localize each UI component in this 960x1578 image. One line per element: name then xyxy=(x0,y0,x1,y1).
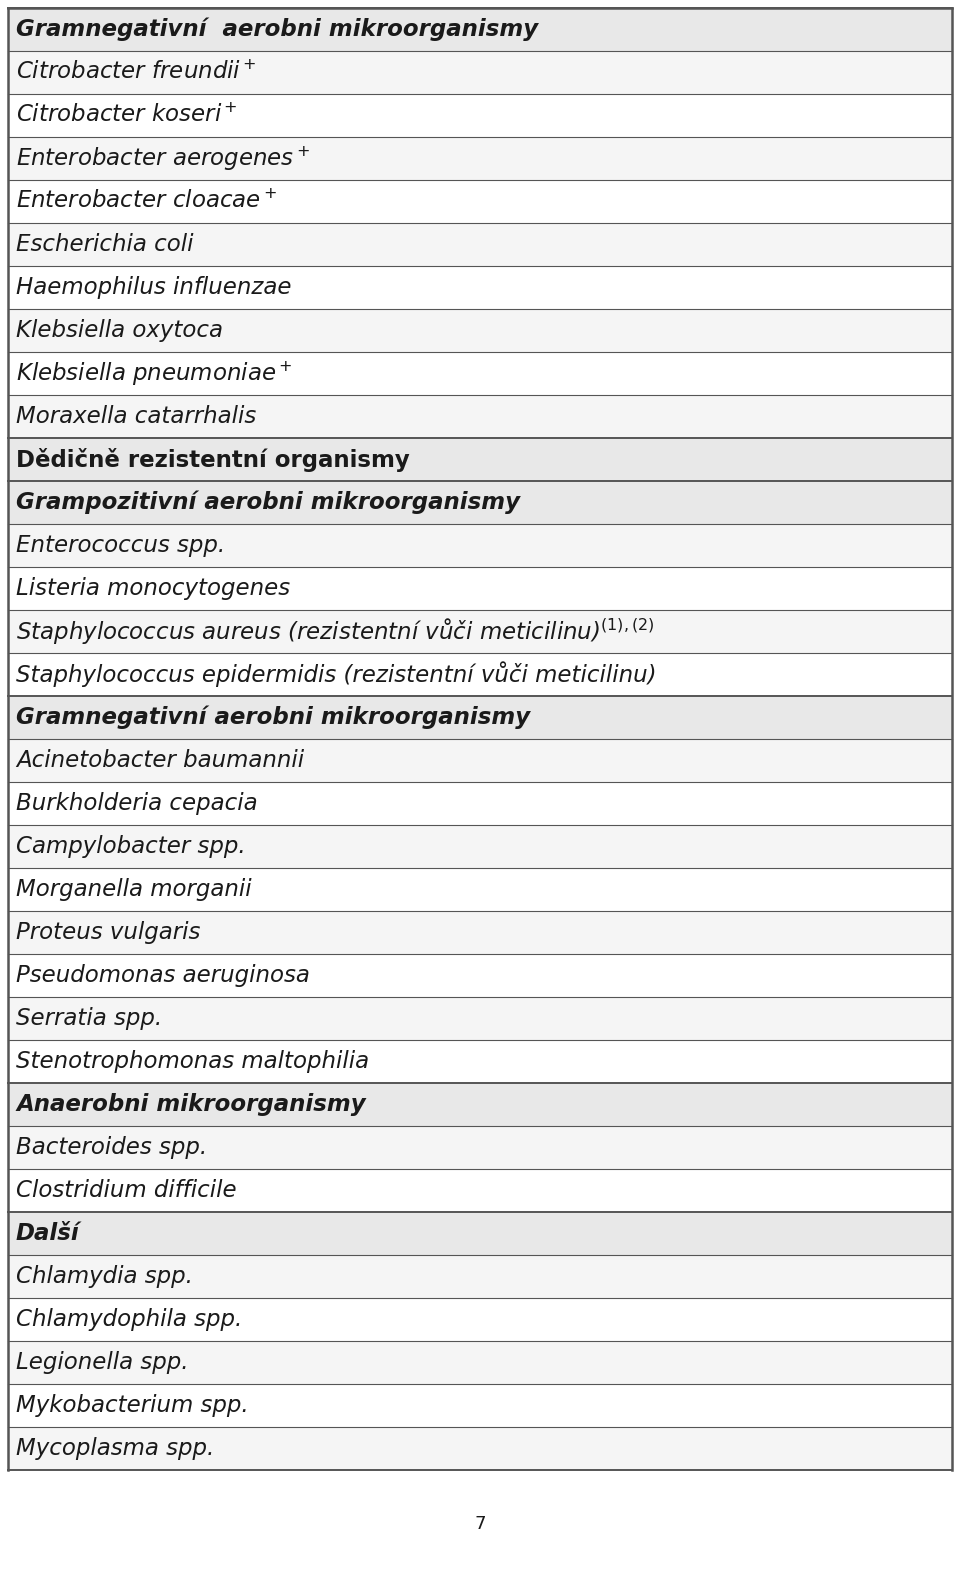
Bar xyxy=(8,8,952,50)
Text: Klebsiella pneumoniae$^+$: Klebsiella pneumoniae$^+$ xyxy=(16,360,292,388)
Text: Bacteroides spp.: Bacteroides spp. xyxy=(16,1136,207,1158)
Bar xyxy=(8,868,952,911)
Text: Gramnegativní aerobni mikroorganismy: Gramnegativní aerobni mikroorganismy xyxy=(16,705,530,729)
Bar xyxy=(8,653,952,696)
Bar xyxy=(8,1169,952,1212)
Text: Haemophilus influenzae: Haemophilus influenzae xyxy=(16,276,292,298)
Text: Campylobacter spp.: Campylobacter spp. xyxy=(16,835,246,858)
Bar xyxy=(8,524,952,567)
Bar xyxy=(8,1384,952,1427)
Text: Serratia spp.: Serratia spp. xyxy=(16,1007,162,1030)
Text: Moraxella catarrhalis: Moraxella catarrhalis xyxy=(16,406,256,428)
Bar xyxy=(8,481,952,524)
Text: 7: 7 xyxy=(474,1515,486,1532)
Bar xyxy=(8,997,952,1040)
Text: Citrobacter freundii$^+$: Citrobacter freundii$^+$ xyxy=(16,60,256,84)
Text: Pseudomonas aeruginosa: Pseudomonas aeruginosa xyxy=(16,964,310,986)
Text: Enterobacter aerogenes$^+$: Enterobacter aerogenes$^+$ xyxy=(16,144,310,174)
Bar xyxy=(8,394,952,439)
Bar xyxy=(8,825,952,868)
Bar xyxy=(8,439,952,481)
Bar xyxy=(8,1127,952,1169)
Bar xyxy=(8,1040,952,1083)
Text: Burkholderia cepacia: Burkholderia cepacia xyxy=(16,792,257,814)
Text: Grampozitivní aerobni mikroorganismy: Grampozitivní aerobni mikroorganismy xyxy=(16,491,520,514)
Bar xyxy=(8,567,952,611)
Bar xyxy=(8,911,952,955)
Text: Mykobacterium spp.: Mykobacterium spp. xyxy=(16,1393,249,1417)
Bar xyxy=(8,50,952,95)
Bar xyxy=(8,1255,952,1299)
Text: Mycoplasma spp.: Mycoplasma spp. xyxy=(16,1438,214,1460)
Bar xyxy=(8,1299,952,1341)
Text: Chlamydophila spp.: Chlamydophila spp. xyxy=(16,1308,242,1330)
Text: Escherichia coli: Escherichia coli xyxy=(16,234,194,256)
Text: Acinetobacter baumannii: Acinetobacter baumannii xyxy=(16,750,304,772)
Bar xyxy=(8,1083,952,1127)
Text: Další: Další xyxy=(16,1221,80,1245)
Bar xyxy=(8,352,952,394)
Text: Morganella morganii: Morganella morganii xyxy=(16,877,252,901)
Text: Listeria monocytogenes: Listeria monocytogenes xyxy=(16,578,290,600)
Bar xyxy=(8,955,952,997)
Bar xyxy=(8,1427,952,1471)
Bar xyxy=(8,309,952,352)
Bar xyxy=(8,1212,952,1255)
Text: Legionella spp.: Legionella spp. xyxy=(16,1351,188,1374)
Text: Stenotrophomonas maltophilia: Stenotrophomonas maltophilia xyxy=(16,1049,370,1073)
Text: Klebsiella oxytoca: Klebsiella oxytoca xyxy=(16,319,223,342)
Bar xyxy=(8,783,952,825)
Bar xyxy=(8,95,952,137)
Bar xyxy=(8,180,952,222)
Bar xyxy=(8,611,952,653)
Text: Clostridium difficile: Clostridium difficile xyxy=(16,1179,236,1202)
Text: Staphylococcus aureus (rezistentní vůči meticilinu)$^{(1),(2)}$: Staphylococcus aureus (rezistentní vůči … xyxy=(16,615,655,647)
Bar xyxy=(8,137,952,180)
Text: Proteus vulgaris: Proteus vulgaris xyxy=(16,922,201,944)
Text: Dědičně rezistentní organismy: Dědičně rezistentní organismy xyxy=(16,448,410,472)
Bar xyxy=(8,222,952,267)
Bar xyxy=(8,1341,952,1384)
Text: Citrobacter koseri$^+$: Citrobacter koseri$^+$ xyxy=(16,104,238,128)
Text: Staphylococcus epidermidis (rezistentní vůči meticilinu): Staphylococcus epidermidis (rezistentní … xyxy=(16,661,657,688)
Bar xyxy=(8,739,952,783)
Text: Enterobacter cloacae$^+$: Enterobacter cloacae$^+$ xyxy=(16,189,276,213)
Bar xyxy=(8,267,952,309)
Bar xyxy=(8,696,952,739)
Text: Gramnegativní  aerobni mikroorganismy: Gramnegativní aerobni mikroorganismy xyxy=(16,17,539,41)
Text: Chlamydia spp.: Chlamydia spp. xyxy=(16,1266,193,1288)
Text: Anaerobni mikroorganismy: Anaerobni mikroorganismy xyxy=(16,1094,366,1116)
Text: Enterococcus spp.: Enterococcus spp. xyxy=(16,533,226,557)
